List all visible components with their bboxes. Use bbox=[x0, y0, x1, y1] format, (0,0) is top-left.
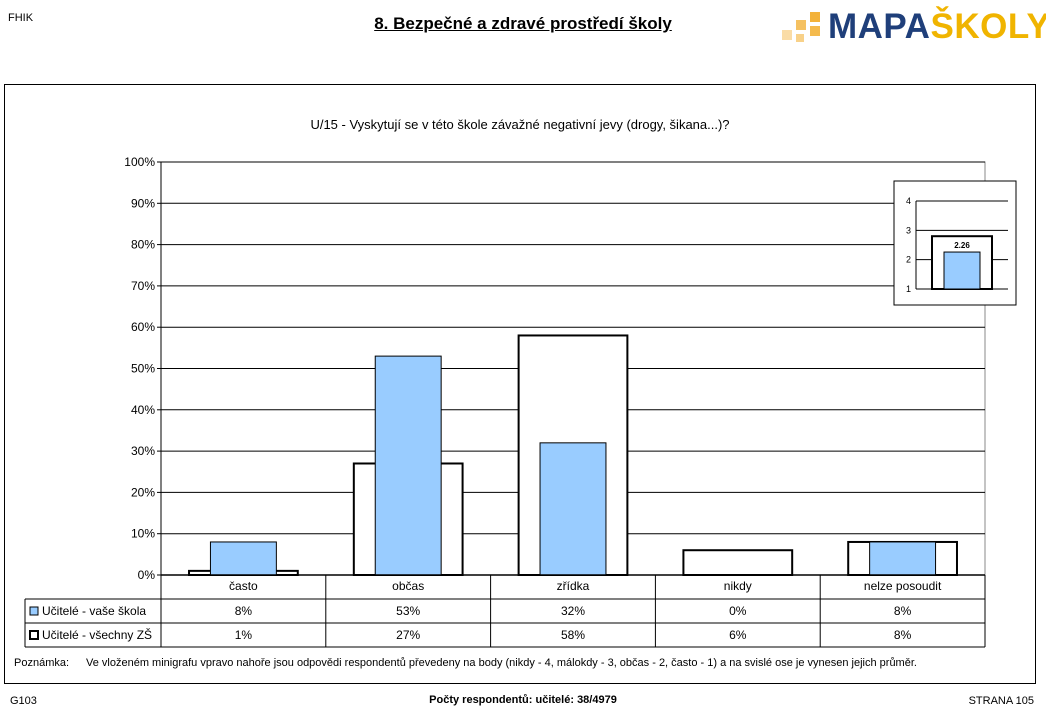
table-value-your-school: 8% bbox=[235, 604, 253, 618]
bar-your-school bbox=[869, 541, 937, 576]
legend-key-all-schools bbox=[29, 630, 39, 640]
page-title: 8. Bezpečné a zdravé prostředí školy bbox=[374, 14, 672, 33]
x-category-label: nelze posoudit bbox=[864, 579, 942, 593]
y-tick-label: 70% bbox=[131, 279, 155, 293]
bar-your-school bbox=[209, 541, 277, 576]
footer-respondents: Počty respondentů: učitelé: 38/4979 bbox=[429, 694, 617, 706]
y-tick-label: 80% bbox=[131, 238, 155, 252]
table-value-all-schools: 27% bbox=[396, 628, 420, 642]
y-tick-label: 10% bbox=[131, 527, 155, 541]
table-value-your-school: 32% bbox=[561, 604, 585, 618]
y-tick-label: 60% bbox=[131, 320, 155, 334]
chart-svg: U/15 - Vyskytují se v této škole závažné… bbox=[24, 117, 1017, 648]
logo-text-left: MAPA bbox=[828, 7, 931, 46]
table-value-all-schools: 6% bbox=[729, 628, 747, 642]
bar-all-schools bbox=[682, 549, 794, 577]
table-value-all-schools: 8% bbox=[894, 628, 912, 642]
legend-label-your-school: Učitelé - vaše škola bbox=[42, 604, 146, 618]
inset-y-tick-label: 4 bbox=[906, 196, 911, 206]
x-category-label: zřídka bbox=[557, 579, 590, 593]
y-tick-label: 50% bbox=[131, 362, 155, 376]
logo-text-right: ŠKOLY bbox=[930, 7, 1046, 46]
inset-bar-your-school bbox=[943, 251, 981, 290]
legend-key-your-school bbox=[29, 606, 39, 616]
inset-y-tick-label: 1 bbox=[906, 284, 911, 294]
note-label: Poznámka: bbox=[14, 657, 70, 669]
chart-title: U/15 - Vyskytují se v této škole závažné… bbox=[310, 117, 729, 132]
inset-y-tick-label: 3 bbox=[906, 225, 911, 235]
x-category-label: nikdy bbox=[724, 579, 752, 593]
y-tick-label: 30% bbox=[131, 444, 155, 458]
logo-text: MAPAŠKOLY bbox=[828, 7, 1046, 47]
table-value-your-school: 53% bbox=[396, 604, 420, 618]
mapa-skoly-logo: MAPAŠKOLY bbox=[776, 6, 1046, 46]
y-tick-label: 20% bbox=[131, 485, 155, 499]
x-category-label: občas bbox=[392, 579, 424, 593]
inset-y-tick-label: 2 bbox=[906, 255, 911, 265]
table-value-all-schools: 1% bbox=[235, 628, 253, 642]
table-value-all-schools: 58% bbox=[561, 628, 585, 642]
x-category-label: často bbox=[229, 579, 258, 593]
corner-code: FHIK bbox=[8, 12, 34, 24]
bar-your-school bbox=[539, 442, 607, 576]
y-tick-label: 40% bbox=[131, 403, 155, 417]
table-value-your-school: 8% bbox=[894, 604, 912, 618]
footer-page-number: STRANA 105 bbox=[968, 695, 1034, 707]
y-tick-label: 90% bbox=[131, 196, 155, 210]
y-tick-label: 100% bbox=[124, 155, 155, 169]
note-text: Ve vloženém minigrafu vpravo nahoře jsou… bbox=[86, 657, 917, 669]
table-value-your-school: 0% bbox=[729, 604, 747, 618]
logo-squares-icon bbox=[782, 12, 820, 42]
chart-frame: U/15 - Vyskytují se v této škole závažné… bbox=[4, 84, 1036, 684]
footer-code: G103 bbox=[10, 695, 37, 707]
bar-your-school bbox=[374, 355, 442, 576]
y-tick-label: 0% bbox=[138, 568, 156, 582]
chart-note: Poznámka: Ve vloženém minigrafu vpravo na… bbox=[14, 657, 917, 669]
legend-label-all-schools: Učitelé - všechny ZŠ bbox=[42, 627, 152, 642]
inset-value-label: 2.26 bbox=[954, 241, 970, 250]
